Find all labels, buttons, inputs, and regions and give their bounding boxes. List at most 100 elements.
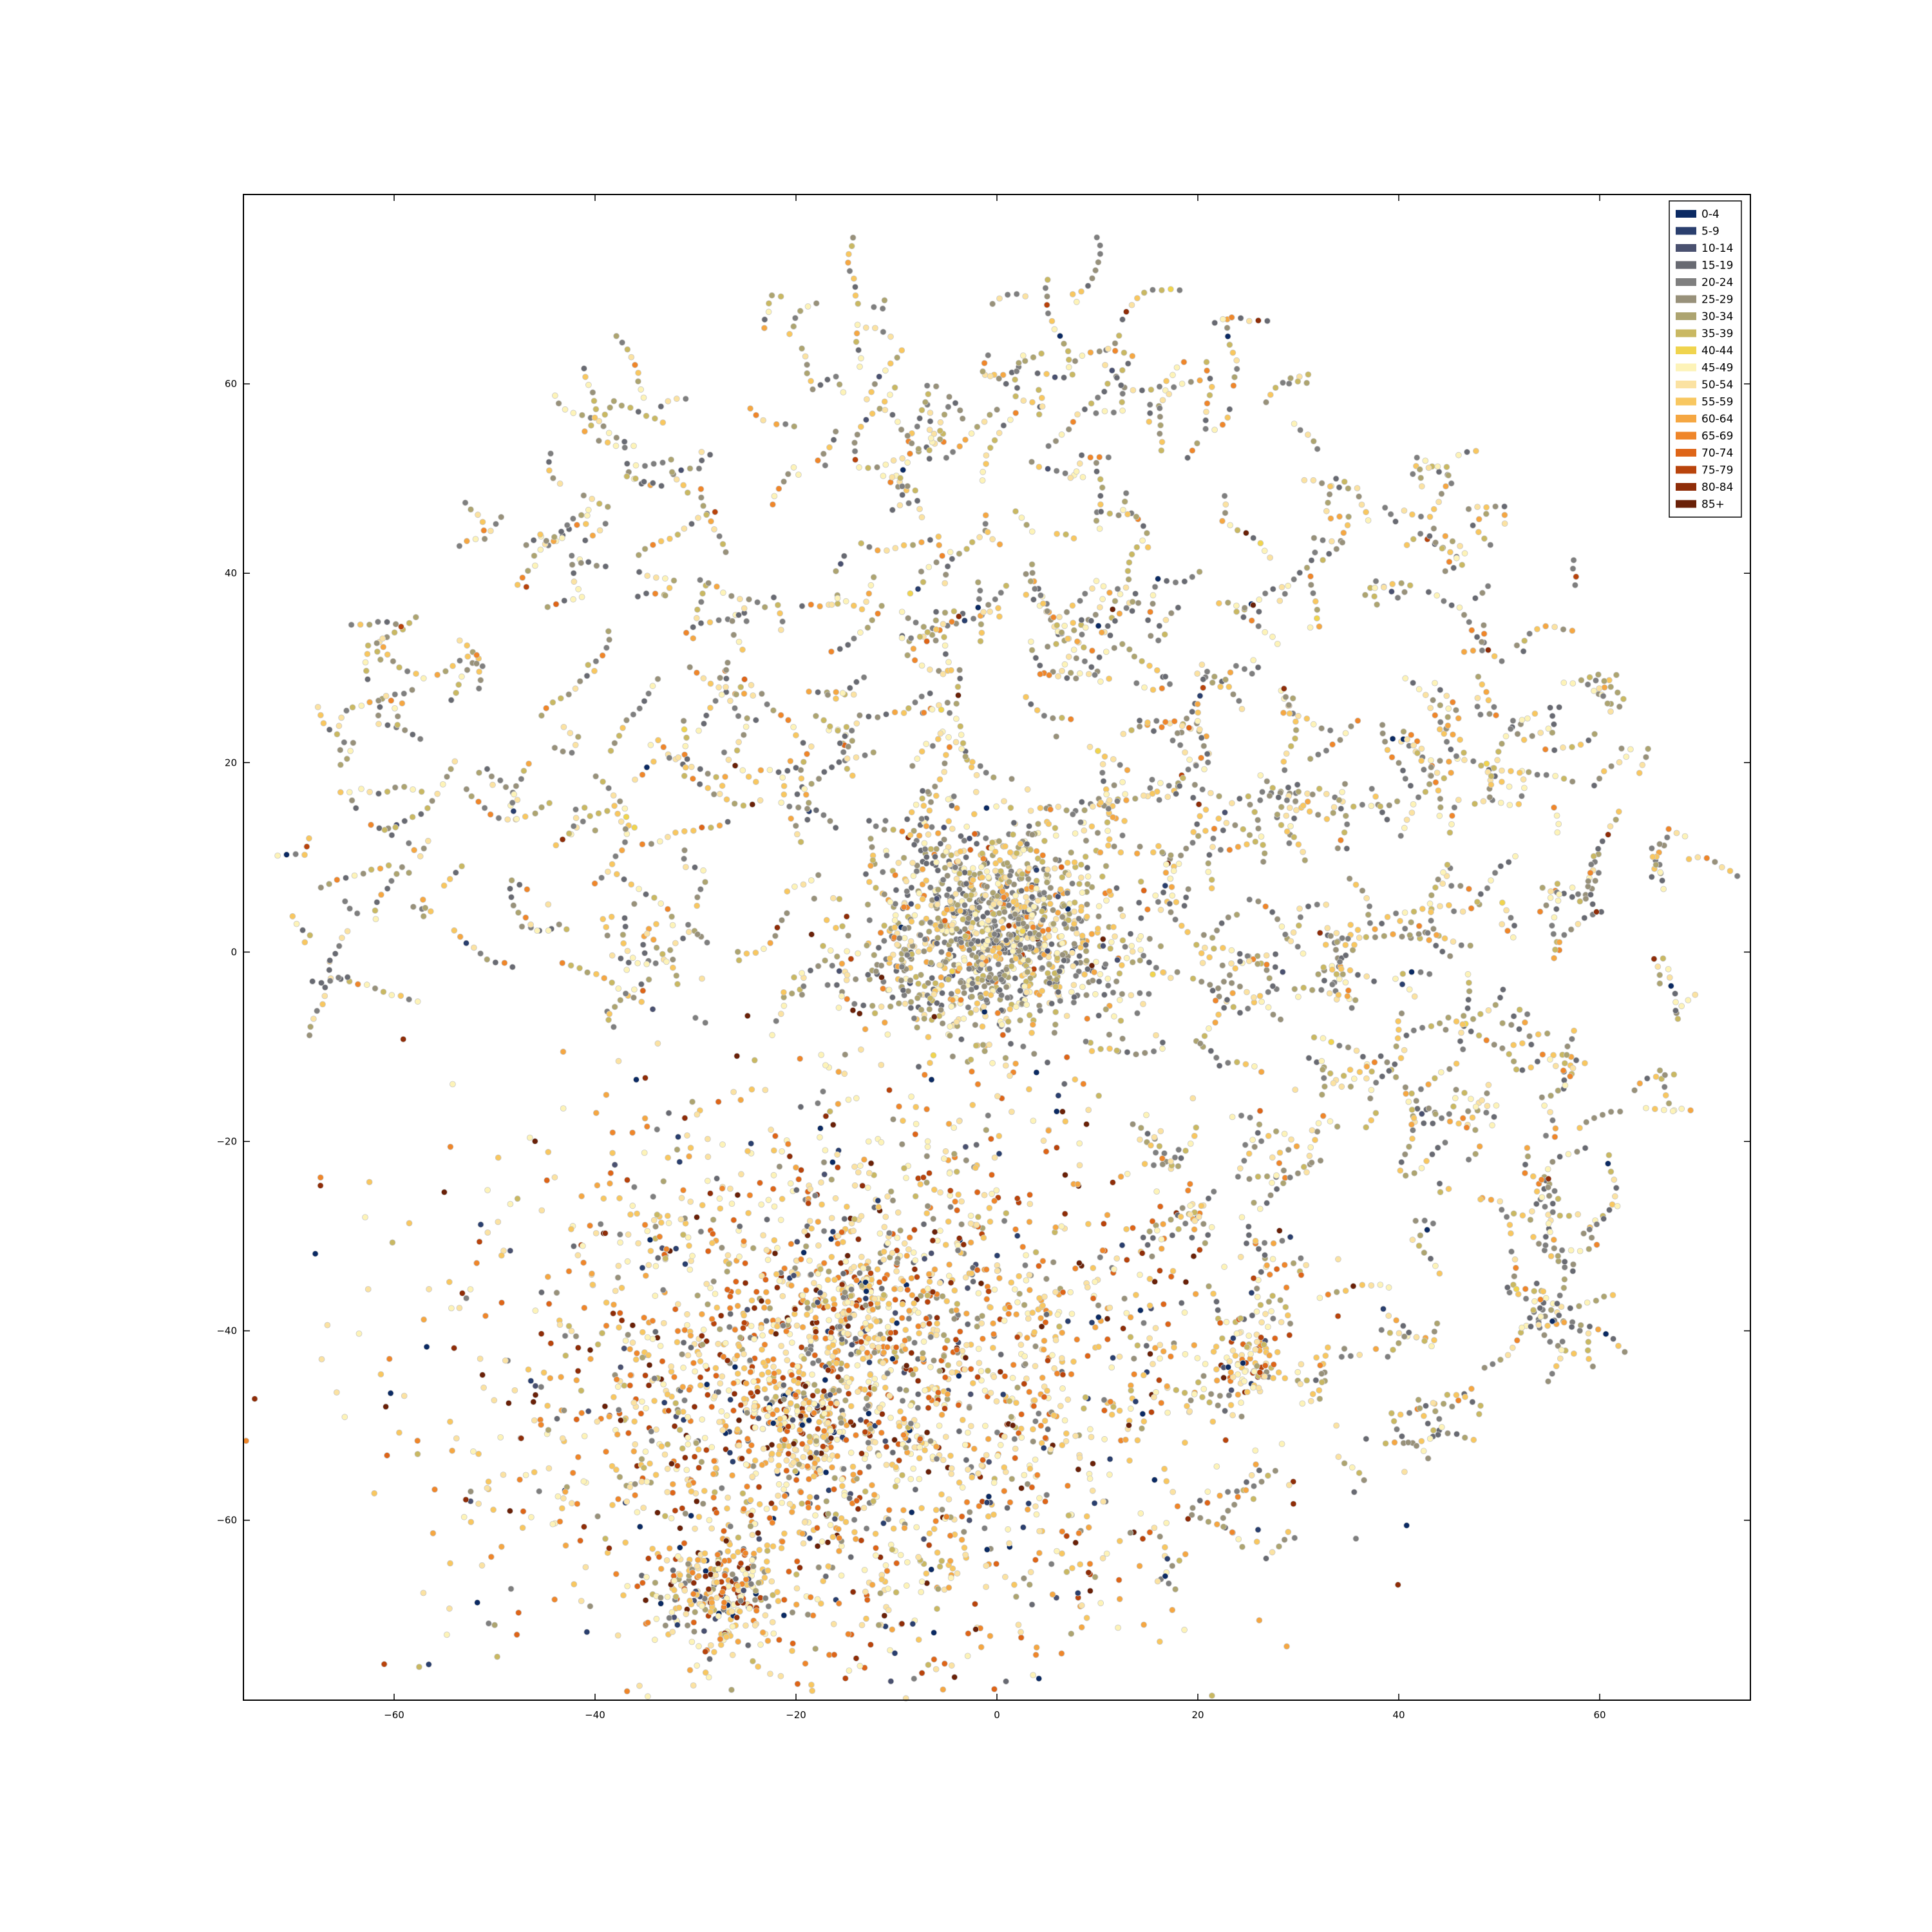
data-point xyxy=(1251,1199,1257,1206)
data-point xyxy=(983,997,990,1004)
data-point xyxy=(1030,924,1037,931)
data-point xyxy=(735,739,742,746)
data-point xyxy=(1088,931,1095,938)
data-point xyxy=(638,386,645,393)
data-point xyxy=(1247,801,1253,808)
data-point xyxy=(1281,766,1288,773)
data-point xyxy=(1210,835,1217,842)
data-point xyxy=(560,748,566,755)
data-point xyxy=(1293,718,1299,725)
data-point xyxy=(1648,845,1655,852)
data-point xyxy=(980,954,986,961)
data-point xyxy=(1200,743,1208,750)
data-point xyxy=(1313,1354,1320,1361)
data-point xyxy=(808,931,815,938)
data-point xyxy=(1045,466,1051,472)
data-point xyxy=(1306,1152,1313,1159)
data-point xyxy=(1039,858,1046,866)
data-point xyxy=(897,475,904,482)
data-point xyxy=(1190,829,1197,835)
data-point xyxy=(1266,975,1273,981)
data-point xyxy=(292,851,299,858)
data-point xyxy=(1256,992,1264,999)
data-point xyxy=(1398,1010,1405,1017)
data-point xyxy=(1258,1068,1265,1075)
data-point xyxy=(961,837,968,844)
data-point xyxy=(996,987,1003,994)
data-point xyxy=(873,968,880,975)
data-point xyxy=(1573,573,1580,580)
data-point xyxy=(1150,728,1157,735)
data-point xyxy=(377,656,384,663)
data-point xyxy=(569,1470,576,1477)
data-point xyxy=(1472,595,1479,601)
data-point xyxy=(457,933,464,940)
data-point xyxy=(1340,1072,1347,1079)
data-point xyxy=(866,878,873,886)
data-point xyxy=(478,1562,486,1569)
data-point xyxy=(1361,592,1368,598)
data-point xyxy=(556,921,563,928)
data-point xyxy=(1246,1175,1253,1182)
data-point xyxy=(1335,1454,1342,1461)
data-point xyxy=(1435,876,1442,883)
data-point xyxy=(1072,830,1079,837)
data-point xyxy=(1345,987,1352,994)
data-point xyxy=(1432,679,1438,687)
data-point xyxy=(1519,1324,1526,1331)
data-point xyxy=(341,898,348,905)
data-point xyxy=(1007,417,1014,423)
data-point xyxy=(1545,1220,1552,1227)
data-point xyxy=(1116,1537,1123,1544)
data-point xyxy=(635,552,642,558)
data-point xyxy=(1258,1269,1265,1275)
data-point xyxy=(1303,715,1311,722)
data-point xyxy=(1615,1342,1622,1349)
data-point xyxy=(702,878,708,886)
data-point xyxy=(998,992,1005,999)
data-point xyxy=(1269,633,1276,640)
data-point xyxy=(1294,943,1302,950)
data-point xyxy=(1224,1488,1231,1495)
data-point xyxy=(834,595,841,601)
data-point xyxy=(601,411,609,418)
data-point xyxy=(1101,408,1108,415)
data-point xyxy=(479,518,486,526)
data-point xyxy=(557,695,564,702)
data-point xyxy=(589,389,596,396)
data-point xyxy=(1233,1488,1240,1495)
data-point xyxy=(1307,573,1314,580)
data-point xyxy=(596,527,603,534)
data-point xyxy=(918,1007,925,1013)
data-point xyxy=(793,732,799,739)
data-point xyxy=(1141,887,1148,894)
data-point xyxy=(894,941,900,948)
data-point xyxy=(520,1508,527,1515)
data-point xyxy=(1506,783,1513,790)
data-point xyxy=(1039,852,1046,858)
data-point xyxy=(1461,550,1468,557)
data-point xyxy=(1199,786,1206,793)
data-point xyxy=(358,703,365,709)
data-point xyxy=(1448,821,1455,828)
data-point xyxy=(745,773,752,780)
data-point xyxy=(565,691,573,698)
data-point xyxy=(484,766,491,772)
data-point xyxy=(855,1506,862,1513)
data-point xyxy=(1534,772,1541,778)
data-point xyxy=(475,1450,482,1457)
data-point xyxy=(1551,623,1558,630)
data-point xyxy=(549,699,556,706)
data-point xyxy=(1456,604,1463,611)
data-point xyxy=(989,839,996,846)
data-point xyxy=(1123,954,1130,961)
data-point xyxy=(1448,480,1455,487)
data-point xyxy=(1421,1338,1428,1345)
data-point xyxy=(815,1504,821,1511)
data-point xyxy=(1061,902,1068,909)
data-point xyxy=(1378,920,1385,927)
data-point xyxy=(1315,971,1321,978)
data-point xyxy=(1023,1001,1030,1009)
data-point xyxy=(862,871,869,878)
data-point xyxy=(1269,1154,1276,1161)
